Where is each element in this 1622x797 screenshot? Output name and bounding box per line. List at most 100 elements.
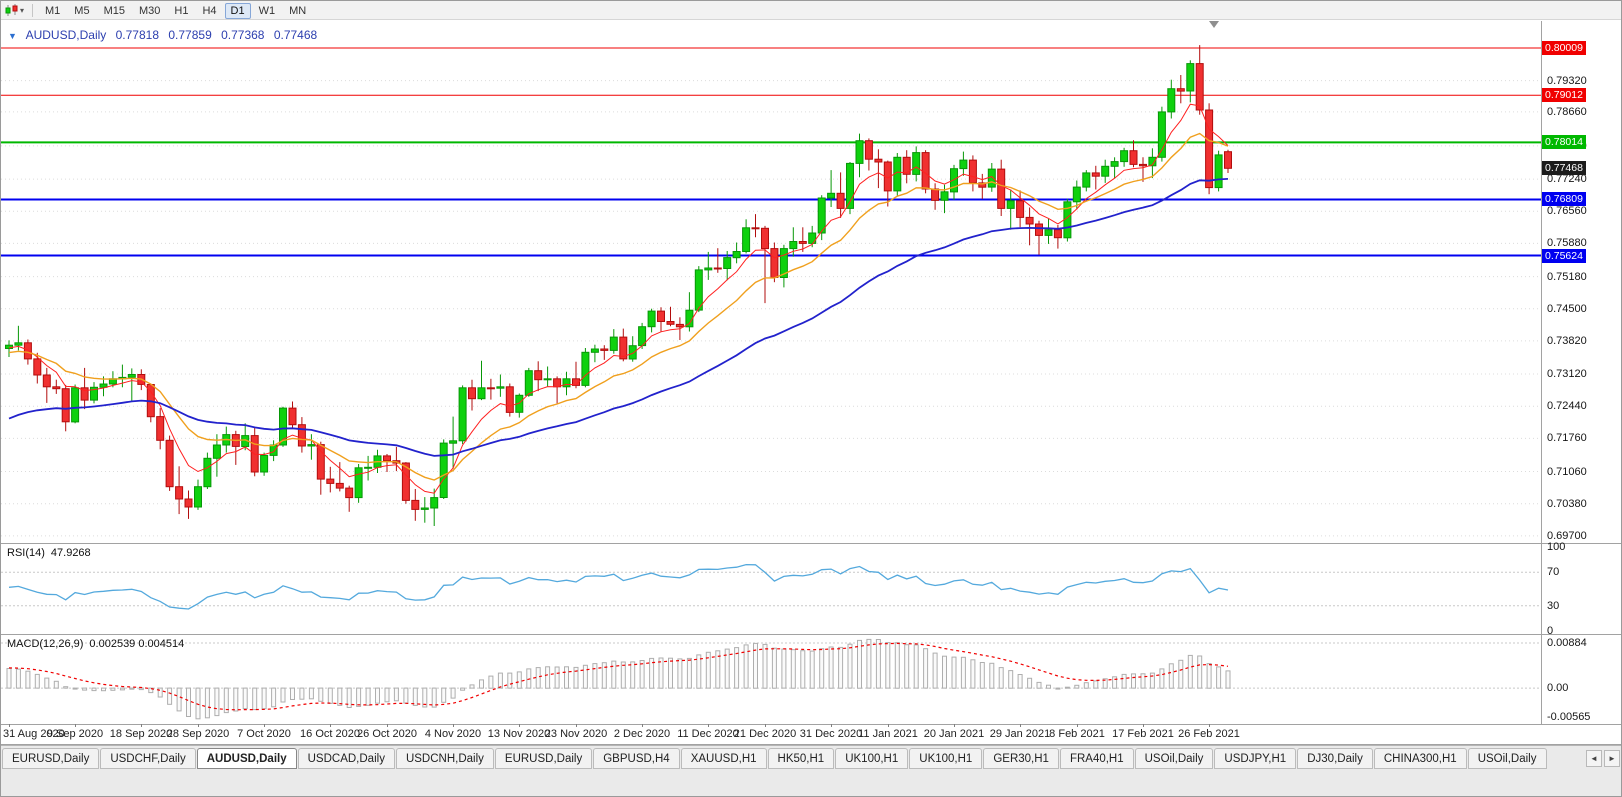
chart-tab-uk100-h1[interactable]: UK100,H1 — [835, 748, 909, 769]
price-grid-label: 0.70380 — [1547, 497, 1587, 510]
candle-body — [23, 342, 32, 360]
timeframe-button-m1[interactable]: M1 — [39, 3, 66, 19]
chart-type-icon[interactable] — [5, 3, 19, 17]
panel-divider[interactable] — [1, 543, 1621, 544]
timeframe-button-mn[interactable]: MN — [283, 3, 312, 19]
macd-histogram-bar — [1178, 659, 1184, 689]
timeframe-button-h4[interactable]: H4 — [196, 3, 222, 19]
candle-body — [959, 159, 968, 170]
one-click-trading-icon[interactable]: ▼ — [8, 31, 17, 41]
date-label: 16 Oct 2020 — [300, 728, 360, 740]
candle-body — [1110, 161, 1119, 167]
macd-histogram-bar — [743, 644, 749, 689]
symbol-period-label: AUDUSD,Daily — [25, 28, 107, 42]
macd-histogram-bar — [460, 687, 466, 691]
candle-body — [864, 140, 873, 160]
chart-tab-usdcnh-daily[interactable]: USDCNH,Daily — [395, 748, 494, 769]
macd-histogram-bar — [668, 657, 673, 689]
macd-histogram-bar — [242, 687, 248, 710]
candle-body — [430, 497, 439, 509]
macd-signal-line — [8, 642, 1229, 711]
candle-body — [761, 227, 769, 250]
chart-tab-eurusd-daily[interactable]: EURUSD,Daily — [494, 748, 593, 769]
tabs-scroll-right-button[interactable]: ► — [1604, 750, 1620, 767]
price-grid-label: 0.78660 — [1547, 105, 1587, 118]
candle-body — [212, 444, 221, 459]
chart-tab-usdjpy-h1[interactable]: USDJPY,H1 — [1214, 748, 1297, 769]
rsi-axis-label: 30 — [1547, 599, 1560, 612]
candle-body — [572, 378, 580, 386]
rsi-name: RSI(14) — [7, 547, 45, 559]
price-grid-label: 0.71760 — [1547, 432, 1587, 445]
candle-body — [411, 499, 420, 510]
panel-divider[interactable] — [1, 634, 1621, 635]
macd-histogram-bar — [261, 687, 267, 710]
chart-tab-audusd-daily[interactable]: AUDUSD,Daily — [196, 748, 297, 769]
chart-tab-usdcad-daily[interactable]: USDCAD,Daily — [297, 748, 395, 769]
macd-histogram-bar — [998, 667, 1004, 689]
macd-histogram-bar — [223, 687, 229, 714]
panel-divider — [1, 724, 1621, 725]
candle-body — [562, 378, 571, 388]
chart-tab-uk100-h1[interactable]: UK100,H1 — [909, 748, 983, 769]
candle-body — [543, 378, 552, 381]
macd-histogram-bar — [488, 675, 494, 689]
macd-histogram-bar — [375, 687, 380, 704]
candle-body — [1091, 172, 1100, 177]
chart-tab-ger30-h1[interactable]: GER30,H1 — [983, 748, 1059, 769]
candle-body — [534, 370, 543, 381]
chart-tab-usoil-daily[interactable]: USOil,Daily — [1467, 748, 1547, 769]
rsi-axis-label: 70 — [1547, 566, 1560, 579]
macd-histogram-bar — [15, 668, 21, 689]
timeframe-button-m15[interactable]: M15 — [98, 3, 131, 19]
chart-tab-usdchf-daily[interactable]: USDCHF,Daily — [100, 748, 196, 769]
macd-histogram-bar — [942, 655, 947, 689]
chart-tab-bar: EURUSD,Daily USDCHF,Daily AUDUSD,Daily USDC… — [1, 745, 1621, 796]
macd-histogram-bar — [1064, 686, 1070, 689]
macd-histogram-bar — [1008, 670, 1014, 689]
date-tick — [198, 724, 199, 727]
candle-body — [940, 191, 949, 201]
macd-histogram-bar — [110, 687, 116, 691]
chart-tab-hk50-h1[interactable]: HK50,H1 — [767, 748, 835, 769]
macd-histogram-bar — [923, 648, 929, 689]
candle-body — [1120, 150, 1129, 163]
timeframe-button-h1[interactable]: H1 — [168, 3, 194, 19]
chart-shift-marker-icon — [1209, 21, 1219, 28]
macd-histogram-bar — [1093, 680, 1099, 689]
chart-tab-china300-h1[interactable]: CHINA300,H1 — [1373, 748, 1467, 769]
macd-histogram-bar — [337, 687, 343, 706]
candle-body — [779, 248, 788, 279]
timeframe-button-w1[interactable]: W1 — [253, 3, 282, 19]
macd-histogram-bar — [696, 654, 702, 689]
candle-body — [33, 358, 42, 376]
candle-body — [751, 227, 760, 230]
candle-body — [496, 386, 505, 389]
candle-body — [798, 241, 807, 244]
chart-tab-xauusd-h1[interactable]: XAUUSD,H1 — [680, 748, 767, 769]
candle-body — [657, 310, 665, 323]
timeframe-button-d1[interactable]: D1 — [224, 3, 251, 19]
candle-body — [288, 407, 297, 426]
macd-histogram-bar — [25, 670, 31, 689]
macd-histogram-bar — [365, 687, 371, 706]
timeframe-button-m5[interactable]: M5 — [68, 3, 95, 19]
chart-tab-usoil-daily[interactable]: USOil,Daily — [1134, 748, 1214, 769]
chart-tab-dj30-daily[interactable]: DJ30,Daily — [1297, 748, 1373, 769]
macd-histogram-bar — [507, 672, 513, 689]
candle-body — [931, 188, 940, 201]
price-badge: 0.78014 — [1542, 135, 1586, 150]
date-tick — [888, 724, 889, 727]
chart-tab-fra40-h1[interactable]: FRA40,H1 — [1059, 748, 1134, 769]
tabs-scroll-left-button[interactable]: ◄ — [1586, 750, 1602, 767]
macd-histogram-bar — [724, 648, 730, 689]
candle-body — [354, 467, 363, 499]
candle-body — [194, 486, 202, 508]
macd-histogram-bar — [516, 671, 522, 689]
chart-tab-eurusd-daily[interactable]: EURUSD,Daily — [2, 748, 100, 769]
chart-type-caret-icon[interactable]: ▾ — [20, 5, 25, 15]
candle-body — [1016, 200, 1025, 218]
timeframe-button-m30[interactable]: M30 — [133, 3, 166, 19]
macd-values: 0.002539 0.004514 — [89, 638, 185, 650]
chart-tab-gbpusd-h4[interactable]: GBPUSD,H4 — [593, 748, 680, 769]
